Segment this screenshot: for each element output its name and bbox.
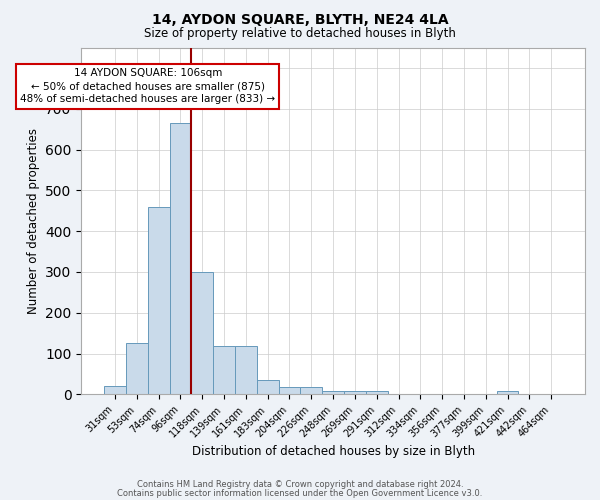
Bar: [257, 380, 278, 394]
Bar: [170, 123, 191, 394]
Bar: [213, 346, 235, 395]
Text: Contains HM Land Registry data © Crown copyright and database right 2024.: Contains HM Land Registry data © Crown c…: [137, 480, 463, 489]
Bar: [344, 391, 366, 394]
Bar: [278, 387, 301, 394]
Bar: [191, 272, 213, 394]
Bar: [497, 391, 518, 394]
Bar: [235, 346, 257, 395]
Bar: [126, 344, 148, 394]
Bar: [148, 206, 170, 394]
Bar: [322, 391, 344, 394]
Text: Contains public sector information licensed under the Open Government Licence v3: Contains public sector information licen…: [118, 488, 482, 498]
Bar: [104, 386, 126, 394]
Bar: [301, 387, 322, 394]
Y-axis label: Number of detached properties: Number of detached properties: [26, 128, 40, 314]
Text: 14, AYDON SQUARE, BLYTH, NE24 4LA: 14, AYDON SQUARE, BLYTH, NE24 4LA: [152, 12, 448, 26]
Bar: [366, 391, 388, 394]
Text: 14 AYDON SQUARE: 106sqm
← 50% of detached houses are smaller (875)
48% of semi-d: 14 AYDON SQUARE: 106sqm ← 50% of detache…: [20, 68, 275, 104]
Text: Size of property relative to detached houses in Blyth: Size of property relative to detached ho…: [144, 28, 456, 40]
X-axis label: Distribution of detached houses by size in Blyth: Distribution of detached houses by size …: [191, 444, 475, 458]
